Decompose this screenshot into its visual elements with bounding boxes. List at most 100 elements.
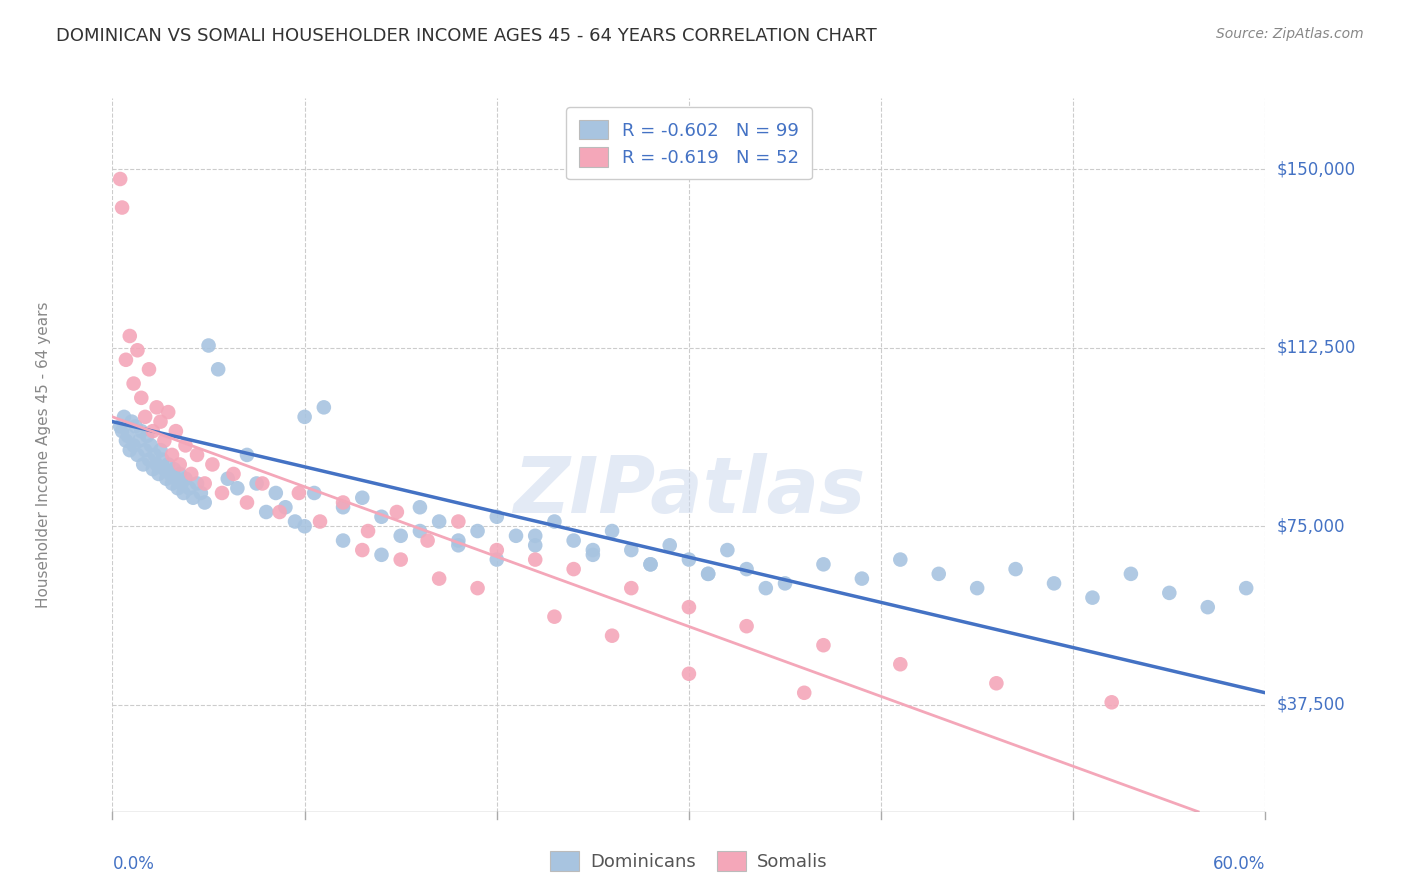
Point — [173, 486, 195, 500]
Point — [136, 429, 159, 443]
Point — [813, 558, 835, 572]
Point — [201, 458, 224, 472]
Point — [186, 448, 208, 462]
Point — [889, 552, 911, 566]
Point — [294, 519, 316, 533]
Point — [1119, 566, 1142, 581]
Point — [332, 533, 354, 548]
Point — [352, 491, 374, 505]
Point — [543, 515, 565, 529]
Point — [370, 509, 392, 524]
Point — [145, 458, 167, 472]
Point — [157, 458, 180, 472]
Point — [1043, 576, 1066, 591]
Text: $75,000: $75,000 — [1277, 517, 1346, 535]
Point — [543, 609, 565, 624]
Point — [312, 401, 335, 415]
Point — [186, 476, 208, 491]
Point — [138, 452, 160, 467]
Point — [142, 424, 165, 438]
Point — [678, 552, 700, 566]
Point — [562, 562, 585, 576]
Legend: R = -0.602   N = 99, R = -0.619   N = 52: R = -0.602 N = 99, R = -0.619 N = 52 — [567, 107, 811, 179]
Point — [108, 172, 131, 186]
Point — [409, 524, 432, 538]
Point — [153, 462, 176, 476]
Point — [134, 409, 156, 424]
Point — [524, 538, 547, 552]
Point — [755, 581, 778, 595]
Point — [139, 438, 162, 452]
Point — [142, 462, 165, 476]
Point — [245, 476, 267, 491]
Point — [169, 458, 191, 472]
Point — [129, 391, 153, 405]
Point — [149, 415, 172, 429]
Point — [148, 467, 170, 481]
Point — [447, 538, 470, 552]
Point — [485, 543, 508, 558]
Point — [678, 666, 700, 681]
Point — [165, 424, 187, 438]
Point — [447, 515, 470, 529]
Point — [127, 448, 149, 462]
Point — [370, 548, 392, 562]
Point — [254, 505, 277, 519]
Point — [697, 566, 720, 581]
Point — [1197, 600, 1219, 615]
Point — [111, 201, 134, 215]
Point — [194, 476, 217, 491]
Point — [582, 543, 605, 558]
Point — [115, 352, 138, 367]
Point — [309, 515, 332, 529]
Point — [180, 467, 202, 481]
Point — [620, 581, 643, 595]
Point — [658, 538, 681, 552]
Point — [115, 434, 138, 448]
Point — [357, 524, 380, 538]
Point — [416, 533, 439, 548]
Point — [252, 476, 274, 491]
Point — [385, 505, 408, 519]
Point — [217, 472, 239, 486]
Point — [640, 558, 662, 572]
Point — [108, 419, 131, 434]
Point — [1081, 591, 1104, 605]
Point — [600, 524, 623, 538]
Point — [163, 462, 186, 476]
Point — [600, 629, 623, 643]
Point — [152, 452, 174, 467]
Point — [1159, 586, 1181, 600]
Text: Householder Income Ages 45 - 64 years: Householder Income Ages 45 - 64 years — [35, 301, 51, 608]
Point — [160, 448, 183, 462]
Point — [128, 434, 150, 448]
Point — [129, 424, 153, 438]
Point — [389, 552, 412, 566]
Point — [485, 552, 508, 566]
Point — [793, 686, 815, 700]
Point — [332, 495, 354, 509]
Point — [735, 619, 758, 633]
Text: 0.0%: 0.0% — [112, 855, 155, 872]
Point — [678, 600, 700, 615]
Point — [159, 467, 181, 481]
Point — [165, 472, 187, 486]
Point — [409, 500, 432, 515]
Point — [160, 476, 183, 491]
Point — [928, 566, 950, 581]
Point — [389, 529, 412, 543]
Legend: Dominicans, Somalis: Dominicans, Somalis — [543, 844, 835, 879]
Point — [181, 491, 204, 505]
Point — [640, 558, 662, 572]
Point — [294, 409, 316, 424]
Point — [157, 405, 180, 419]
Point — [485, 509, 508, 524]
Point — [524, 552, 547, 566]
Point — [179, 481, 201, 495]
Point — [174, 438, 197, 452]
Point — [155, 472, 177, 486]
Point — [166, 481, 188, 495]
Point — [127, 343, 149, 358]
Point — [153, 434, 176, 448]
Point — [226, 481, 249, 495]
